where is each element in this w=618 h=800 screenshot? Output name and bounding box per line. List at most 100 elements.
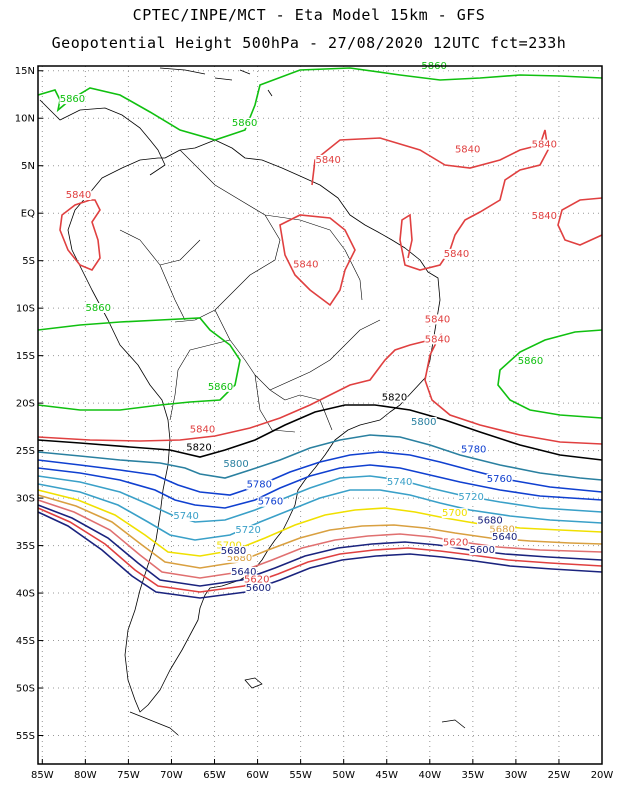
contour-label-bg [173,510,200,521]
lat-tick-label: 25S [16,446,35,457]
contour-5840-amazon [279,214,356,307]
contour-label: 5640 [231,567,256,578]
lon-tick-label: 30W [505,770,528,781]
contour-label: 5700 [216,540,241,551]
contour-5700 [37,489,603,557]
map-title: CPTEC/INPE/MCT - Eta Model 15km - GFS [132,6,486,24]
contour-label-bg [59,94,86,105]
contour-label-bg [386,476,413,487]
contour-5840-atlantic [557,197,603,246]
contour-label: 5840 [315,155,340,166]
contour-label: 5740 [387,477,412,488]
lat-tick-label: 50S [16,684,35,695]
contour-5600 [37,511,603,599]
contour-label-bg [460,444,487,455]
central-america-coast [39,99,166,176]
lat-tick-label: 35S [16,541,35,552]
lat-tick-label: 5S [22,256,35,267]
contour-label-bg [65,190,92,201]
contour-label: 5680 [221,546,246,557]
contour-label-bg [85,303,112,314]
contour-5860-mid [37,317,241,411]
contour-label-bg [245,583,272,594]
contour-label-bg [223,458,250,469]
contour-5840-west [59,199,101,271]
lat-tick-label: 30S [16,494,35,505]
contour-label-bg [531,139,558,150]
contour-5840-north [311,129,549,271]
contour-5720 [37,483,603,541]
lon-tick-label: 40W [418,770,441,781]
contour-label-bg [315,154,342,165]
contour-label-bg [186,442,213,453]
contour-label: 5820 [382,392,407,403]
contour-label-bg [469,545,496,556]
lat-tick-label: 10N [15,114,35,125]
contour-label-bg [517,356,544,367]
contour-label: 5800 [411,417,436,428]
lon-tick-label: 85W [31,770,54,781]
contour-label: 5840 [455,144,480,155]
lon-tick-label: 45W [375,770,398,781]
lat-tick-label: 5N [21,161,35,172]
axis-ticks: 15N 10N 5N EQ 5S 10S 15S 20S 25S 30S 35S 40S 45S 50S 5… [15,66,614,781]
contour-label: 5600 [246,583,271,594]
contour-label: 5860 [86,303,111,314]
contour-label: 5840 [190,425,215,436]
contour-label: 5860 [208,382,233,393]
contour-label: 5700 [442,508,467,519]
contour-layer [37,67,603,599]
contour-label-bg [292,259,319,270]
contour-label: 5680 [227,553,252,564]
contour-label: 5820 [186,443,211,454]
lat-tick-label: 40S [16,589,35,600]
contour-5820 [37,404,603,461]
contour-label-bg [454,144,481,155]
contour-label: 5680 [489,524,514,535]
contour-label-bg [207,381,234,392]
contour-label-bg [486,473,513,484]
contour-5860-north [37,67,603,141]
contour-label: 5680 [477,516,502,527]
contour-label-bg [491,531,518,542]
contour-5620 [37,507,603,593]
contour-label: 5840 [444,249,469,260]
contour-label-bg [226,552,253,563]
contour-label: 5740 [173,511,198,522]
contour-label-bg [235,525,262,536]
graticule [38,66,603,764]
contour-label: 5720 [235,525,260,536]
contour-label: 5780 [247,480,272,491]
contour-label: 5600 [470,545,495,556]
contour-label-bg [246,479,273,490]
contour-label: 5800 [223,459,248,470]
contour-label-bg [458,491,485,502]
lon-tick-label: 60W [246,770,269,781]
contour-label-bg [220,546,247,557]
map-frame [37,65,603,765]
contour-label-bg [424,334,451,345]
lat-tick-label: 45S [16,636,35,647]
contour-label-bg [230,567,257,578]
contour-label-bg [442,537,469,548]
lat-tick-label: 15N [15,66,35,77]
lon-tick-label: 70W [160,770,183,781]
lon-tick-label: 35W [462,770,485,781]
lat-tick-label: 55S [16,731,35,742]
contour-label-bg [443,248,470,259]
contour-label: 5760 [487,474,512,485]
lat-tick-label: 15S [16,351,35,362]
contour-label-bg [477,515,504,526]
contour-label-bg [381,392,408,403]
caribbean-islands [159,67,273,97]
contour-5660 [37,499,603,579]
lon-tick-label: 55W [289,770,312,781]
south-georgia [441,719,466,729]
lat-tick-label: 10S [16,304,35,315]
lon-tick-label: 25W [548,770,571,781]
contour-5740 [37,475,603,523]
contour-label: 5860 [60,94,85,105]
contour-label-bg [189,424,216,435]
